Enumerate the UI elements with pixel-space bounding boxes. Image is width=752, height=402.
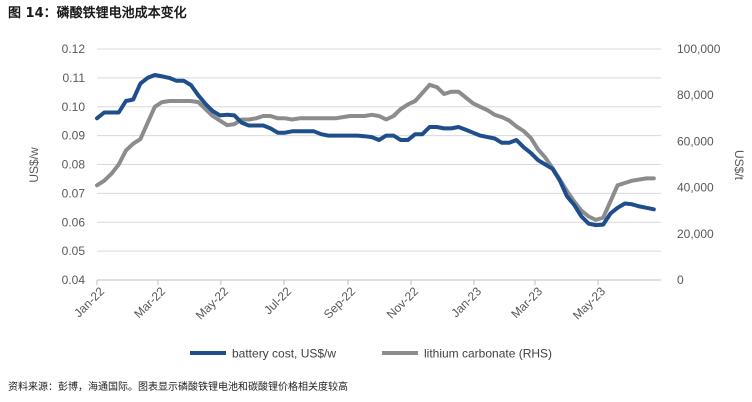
y2-tick-label: 100,000: [677, 42, 721, 56]
series-line-battery-cost: [95, 73, 656, 228]
x-tick-label: Jan-23: [448, 284, 484, 320]
x-tick-label: Nov-22: [384, 284, 421, 321]
y-tick-label: 0.08: [62, 158, 86, 172]
y2-tick-label: 40,000: [677, 181, 714, 195]
x-tick-label: Jan-22: [71, 284, 107, 320]
y-tick-label: 0.06: [62, 215, 86, 229]
figure-title: 图 14：磷酸铁锂电池成本变化: [8, 6, 187, 21]
y-tick-label: 0.10: [62, 100, 86, 114]
x-tick-label: May-23: [570, 284, 608, 322]
y2-tick-label: 20,000: [677, 227, 714, 241]
y-tick-label: 0.04: [62, 273, 86, 287]
series-lines: [95, 73, 656, 228]
y-tick-label: 0.09: [62, 129, 86, 143]
y2-tick-label: 80,000: [677, 88, 714, 102]
y-axis-left: 0.04 0.05 0.06 0.07 0.08 0.09 0.10 0.11 0.12: [62, 42, 86, 287]
source-note: 资料来源：彭博，海通国际。图表显示磷酸铁锂电池和碳酸锂价格相关度较高: [8, 382, 348, 393]
legend-label: battery cost, US$/w: [232, 347, 336, 361]
y2-axis-title: US$/t: [732, 150, 746, 181]
y-axis-title: US$/w: [27, 147, 41, 183]
x-tick-label: Mar-23: [508, 284, 545, 321]
legend-label: lithium carbonate (RHS): [424, 347, 552, 361]
y-axis-right: 0 20,000 40,000 60,000 80,000 100,000: [677, 42, 721, 287]
y-tick-label: 0.05: [62, 244, 86, 258]
x-tick-label: May-22: [193, 284, 231, 322]
x-tick-label: Jul-22: [261, 284, 294, 317]
y-tick-label: 0.11: [63, 71, 86, 85]
x-axis: Jan-22 Mar-22 May-22 Jul-22 Sep-22 Nov-22 Jan-…: [71, 279, 661, 322]
x-tick-label: Sep-22: [321, 284, 358, 321]
legend: battery cost, US$/w lithium carbonate (RH…: [190, 347, 552, 361]
y2-tick-label: 60,000: [677, 134, 714, 148]
x-tick-label: Mar-22: [131, 284, 168, 321]
gridlines: [97, 48, 661, 281]
y-tick-label: 0.12: [62, 42, 86, 56]
y-tick-label: 0.07: [62, 186, 86, 200]
y2-tick-label: 0: [677, 273, 684, 287]
